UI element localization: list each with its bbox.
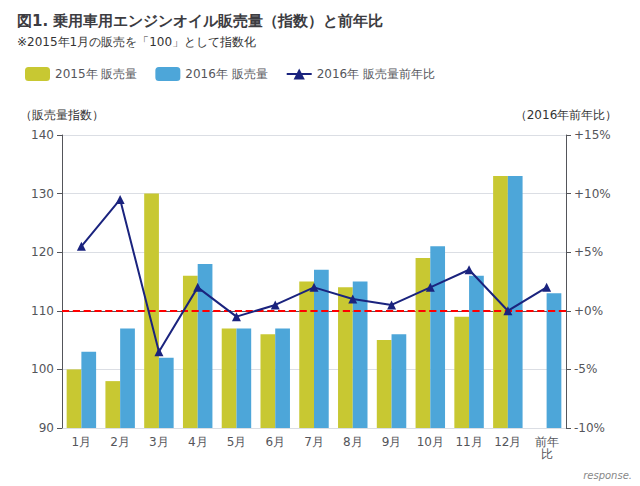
svg-text:+15%: +15% bbox=[574, 128, 611, 142]
svg-text:-10%: -10% bbox=[574, 421, 605, 435]
svg-text:+0%: +0% bbox=[574, 304, 603, 318]
svg-text:7月: 7月 bbox=[304, 435, 324, 449]
svg-text:10月: 10月 bbox=[417, 435, 444, 449]
svg-text:3月: 3月 bbox=[149, 435, 169, 449]
svg-text:比: 比 bbox=[541, 447, 553, 461]
svg-text:-5%: -5% bbox=[574, 362, 597, 376]
svg-text:90: 90 bbox=[39, 421, 54, 435]
svg-text:6月: 6月 bbox=[265, 435, 285, 449]
svg-text:120: 120 bbox=[31, 245, 54, 259]
svg-text:12月: 12月 bbox=[494, 435, 521, 449]
svg-text:2015年 販売量: 2015年 販売量 bbox=[55, 67, 137, 81]
svg-text:+10%: +10% bbox=[574, 187, 611, 201]
svg-text:5月: 5月 bbox=[227, 435, 247, 449]
svg-text:8月: 8月 bbox=[343, 435, 363, 449]
svg-text:（2016年前年比）: （2016年前年比） bbox=[515, 108, 618, 122]
svg-text:140: 140 bbox=[31, 128, 54, 142]
svg-text:9月: 9月 bbox=[382, 435, 402, 449]
svg-text:100: 100 bbox=[31, 362, 54, 376]
svg-text:130: 130 bbox=[31, 187, 54, 201]
svg-text:2月: 2月 bbox=[110, 435, 130, 449]
svg-text:1月: 1月 bbox=[72, 435, 92, 449]
svg-text:前年: 前年 bbox=[534, 435, 559, 449]
svg-text:4月: 4月 bbox=[188, 435, 208, 449]
svg-text:110: 110 bbox=[31, 304, 54, 318]
svg-text:※2015年1月の販売を「100」として指数化: ※2015年1月の販売を「100」として指数化 bbox=[17, 35, 256, 49]
svg-text:（販売量指数）: （販売量指数） bbox=[20, 108, 104, 122]
svg-text:図1. 乗用車用エンジンオイル販売量（指数）と前年比: 図1. 乗用車用エンジンオイル販売量（指数）と前年比 bbox=[17, 12, 383, 30]
svg-text:11月: 11月 bbox=[455, 435, 482, 449]
svg-text:2016年 販売量: 2016年 販売量 bbox=[185, 67, 267, 81]
svg-text:2016年 販売量前年比: 2016年 販売量前年比 bbox=[317, 67, 435, 81]
svg-text:response.: response. bbox=[583, 470, 632, 481]
svg-text:+5%: +5% bbox=[574, 245, 603, 259]
